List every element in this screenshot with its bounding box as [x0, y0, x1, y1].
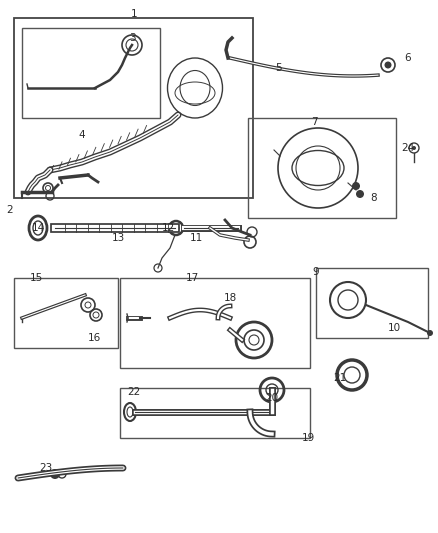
Text: 4: 4 [79, 130, 85, 140]
Text: 18: 18 [223, 293, 237, 303]
Bar [14, 18, 253, 198]
Text: 6: 6 [405, 53, 411, 63]
Text: 23: 23 [39, 463, 53, 473]
Bar [14, 278, 118, 348]
Text: 20: 20 [265, 393, 279, 403]
Text: 9: 9 [313, 267, 319, 277]
Text: 21: 21 [333, 373, 346, 383]
Bar [248, 118, 396, 218]
Circle shape [427, 330, 433, 336]
Bar [120, 388, 310, 438]
Text: 13: 13 [111, 233, 125, 243]
Text: 1: 1 [131, 9, 137, 19]
Bar [120, 278, 310, 368]
Text: 10: 10 [388, 323, 401, 333]
Text: 7: 7 [311, 117, 317, 127]
Text: 15: 15 [29, 273, 42, 283]
Text: 17: 17 [185, 273, 198, 283]
Circle shape [412, 146, 416, 150]
Bar [22, 28, 160, 118]
Circle shape [352, 182, 360, 190]
Text: 2: 2 [7, 205, 13, 215]
Bar [316, 268, 428, 338]
Text: 16: 16 [87, 333, 101, 343]
Circle shape [50, 469, 60, 479]
Text: 5: 5 [275, 63, 281, 73]
Text: 22: 22 [127, 387, 141, 397]
Text: 19: 19 [301, 433, 314, 443]
Circle shape [356, 190, 364, 198]
Text: 24: 24 [401, 143, 415, 153]
Text: 11: 11 [189, 233, 203, 243]
Text: 8: 8 [371, 193, 377, 203]
Circle shape [385, 61, 392, 69]
Text: 14: 14 [32, 223, 45, 233]
Text: 12: 12 [161, 223, 175, 233]
Text: 3: 3 [129, 33, 135, 43]
